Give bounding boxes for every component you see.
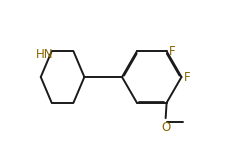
Text: F: F [184, 71, 190, 84]
Text: O: O [161, 121, 170, 134]
Text: HN: HN [36, 48, 53, 61]
Text: F: F [168, 45, 175, 58]
